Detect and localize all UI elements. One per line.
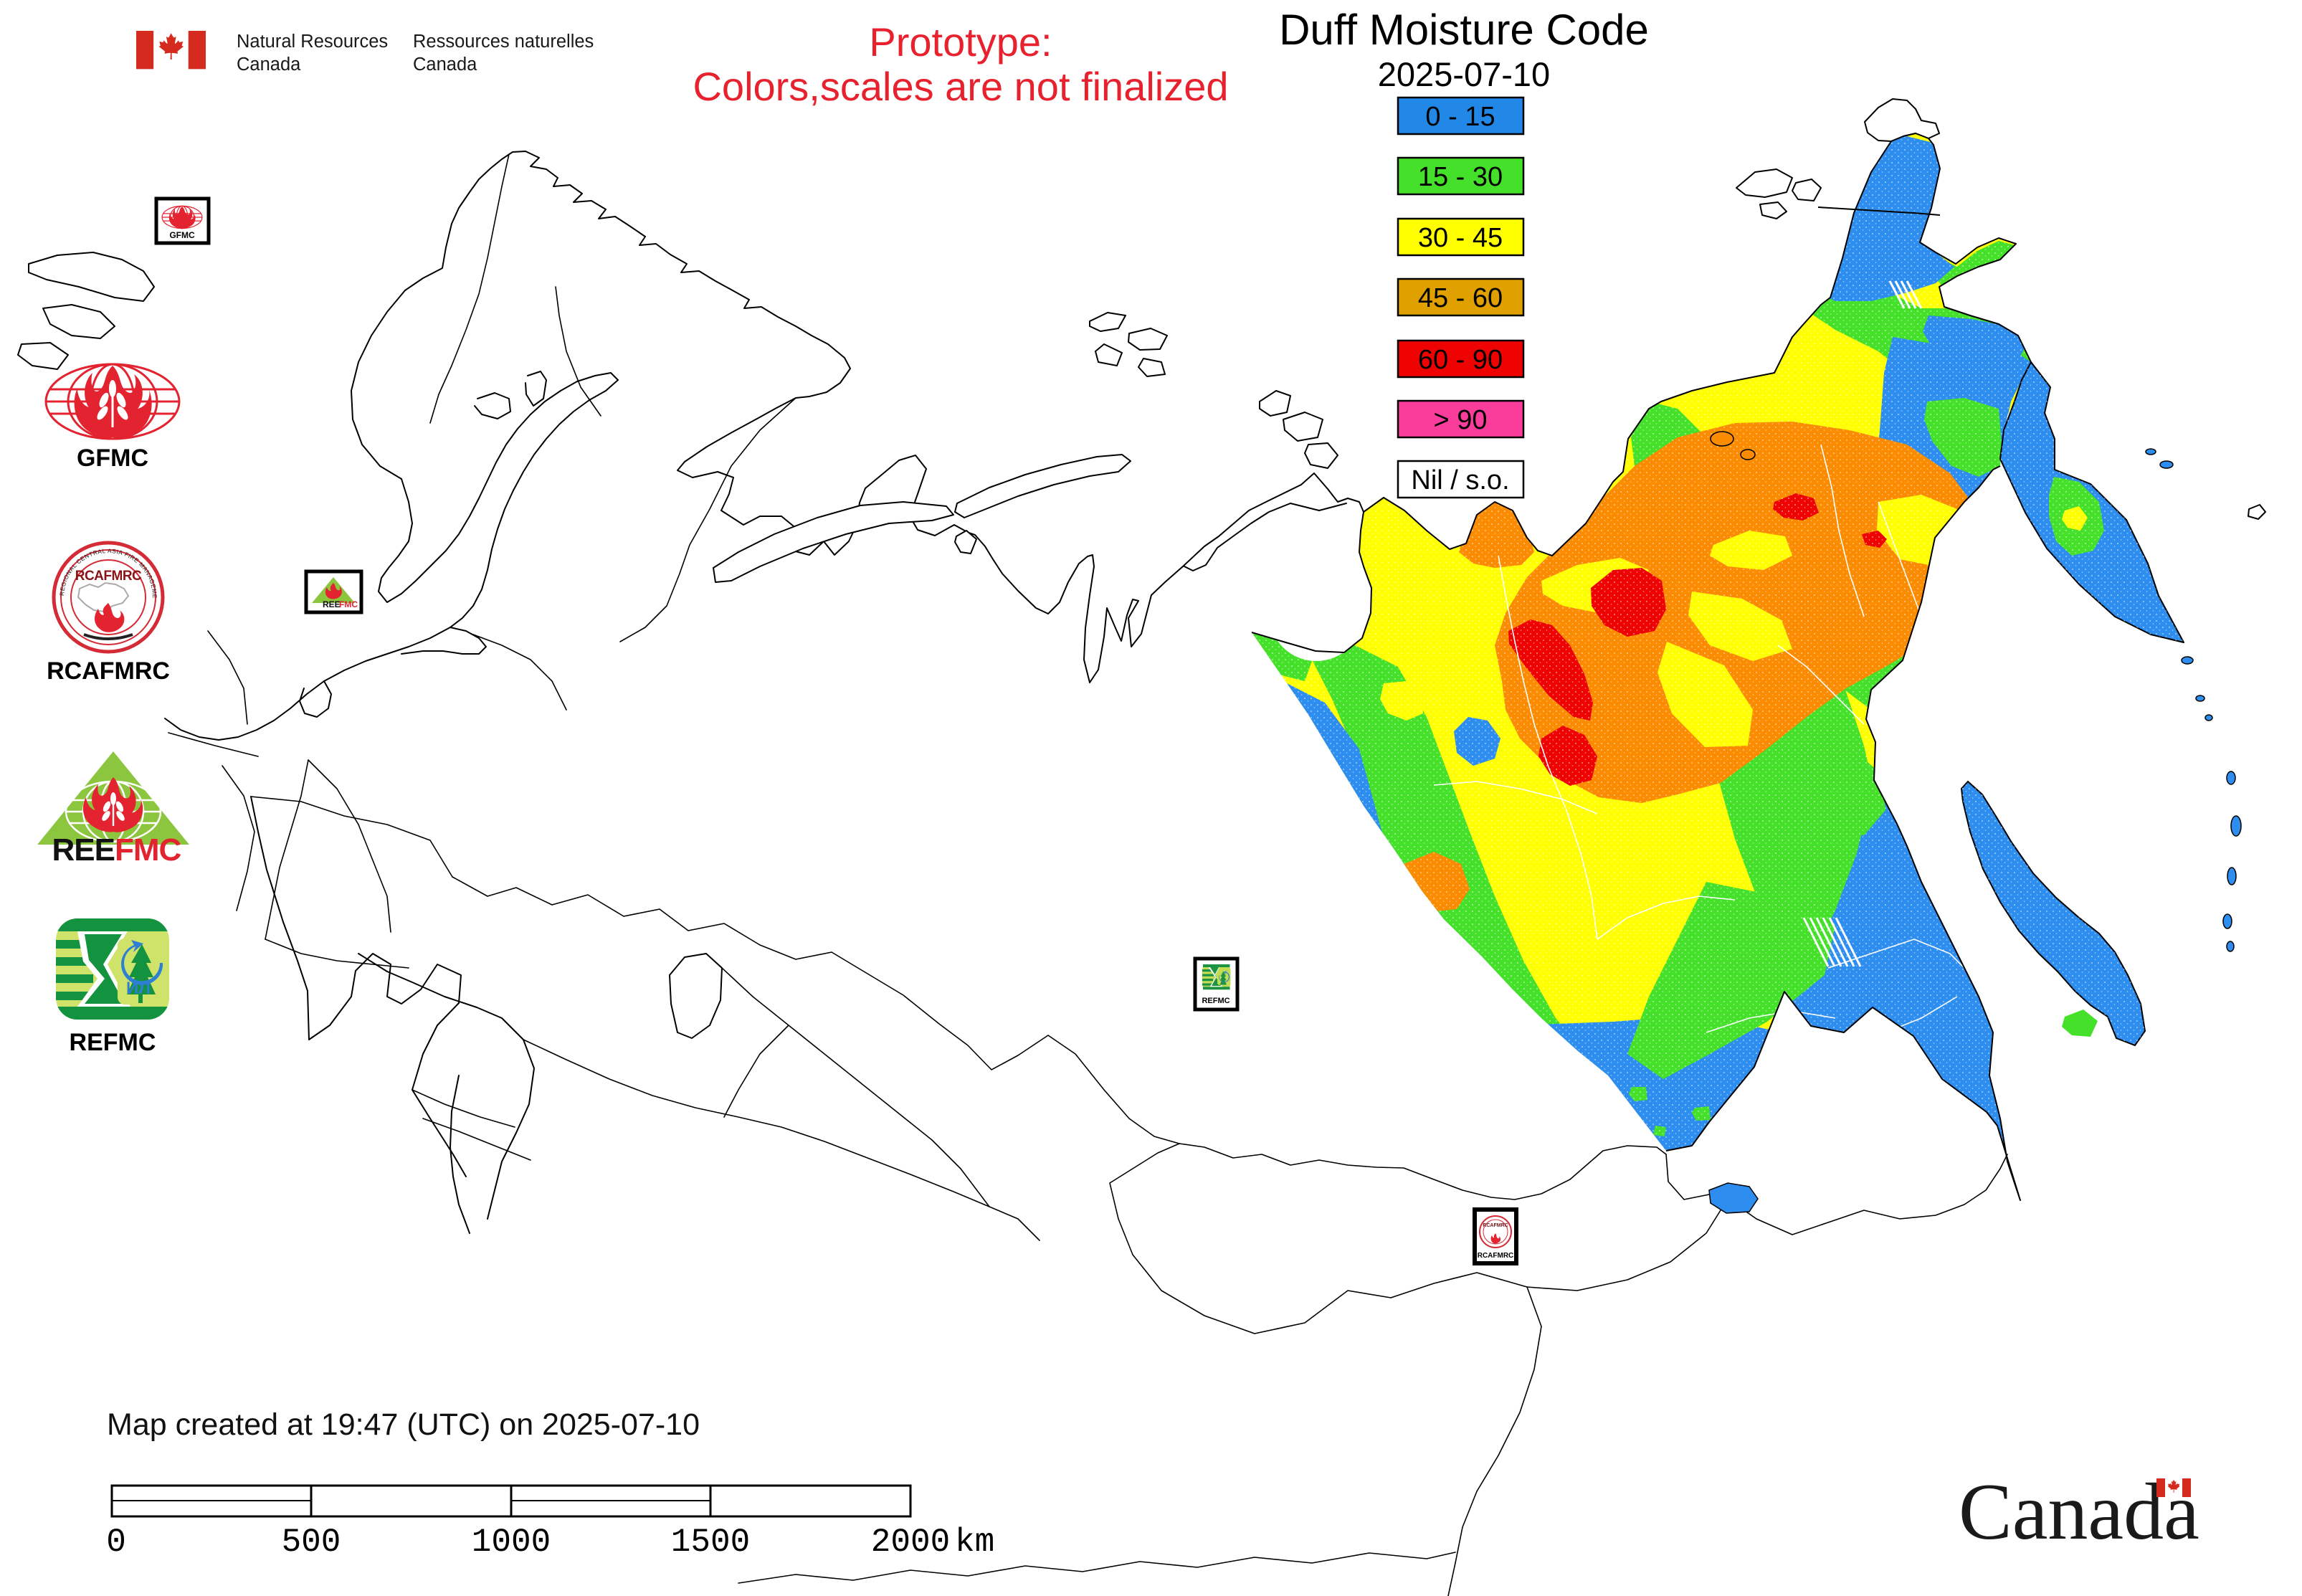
svg-text:ИЛ: ИЛ [126,979,151,998]
svg-text:> 90: > 90 [1433,405,1487,435]
svg-text:Nil / s.o.: Nil / s.o. [1411,465,1509,495]
svg-text:GFMC: GFMC [77,445,148,472]
svg-text:RCAFMRC: RCAFMRC [75,569,142,584]
svg-text:2025-07-10: 2025-07-10 [1378,55,1550,93]
svg-text:1000: 1000 [472,1524,551,1561]
svg-text:REE: REE [52,832,115,868]
svg-text:RCAFMRC: RCAFMRC [1483,1223,1508,1228]
svg-text:REFMC: REFMC [70,1029,156,1056]
svg-text:0 - 15: 0 - 15 [1425,102,1495,132]
svg-text:Colors,scales are not finalize: Colors,scales are not finalized [693,64,1228,109]
svg-text:60 - 90: 60 - 90 [1418,345,1503,375]
svg-text:Map created at 19:47 (UTC) on: Map created at 19:47 (UTC) on 2025-07-10 [107,1407,700,1442]
svg-text:15 - 30: 15 - 30 [1418,162,1503,192]
svg-text:km: km [955,1524,994,1561]
svg-text:FMC: FMC [115,832,181,868]
svg-text:45 - 60: 45 - 60 [1418,283,1503,313]
svg-text:Prototype:: Prototype: [869,19,1052,65]
svg-text:Duff Moisture Code: Duff Moisture Code [1279,6,1649,54]
svg-text:FMC: FMC [339,599,358,609]
svg-text:REE: REE [323,599,341,609]
svg-text:RCAFMRC: RCAFMRC [1478,1252,1514,1260]
svg-text:Natural Resources: Natural Resources [237,32,388,52]
svg-text:GFMC: GFMC [169,230,195,240]
svg-text:RCAFMRC: RCAFMRC [47,657,170,685]
svg-text:1500: 1500 [671,1524,750,1561]
svg-text:REFMC: REFMC [1202,997,1230,1005]
svg-text:0: 0 [106,1524,126,1561]
svg-text:Canada: Canada [413,54,477,75]
svg-text:Ressources naturelles: Ressources naturelles [413,32,594,52]
svg-text:500: 500 [282,1524,341,1561]
svg-text:30 - 45: 30 - 45 [1418,223,1503,253]
svg-text:2000: 2000 [871,1524,950,1561]
svg-text:Canada: Canada [237,54,301,75]
